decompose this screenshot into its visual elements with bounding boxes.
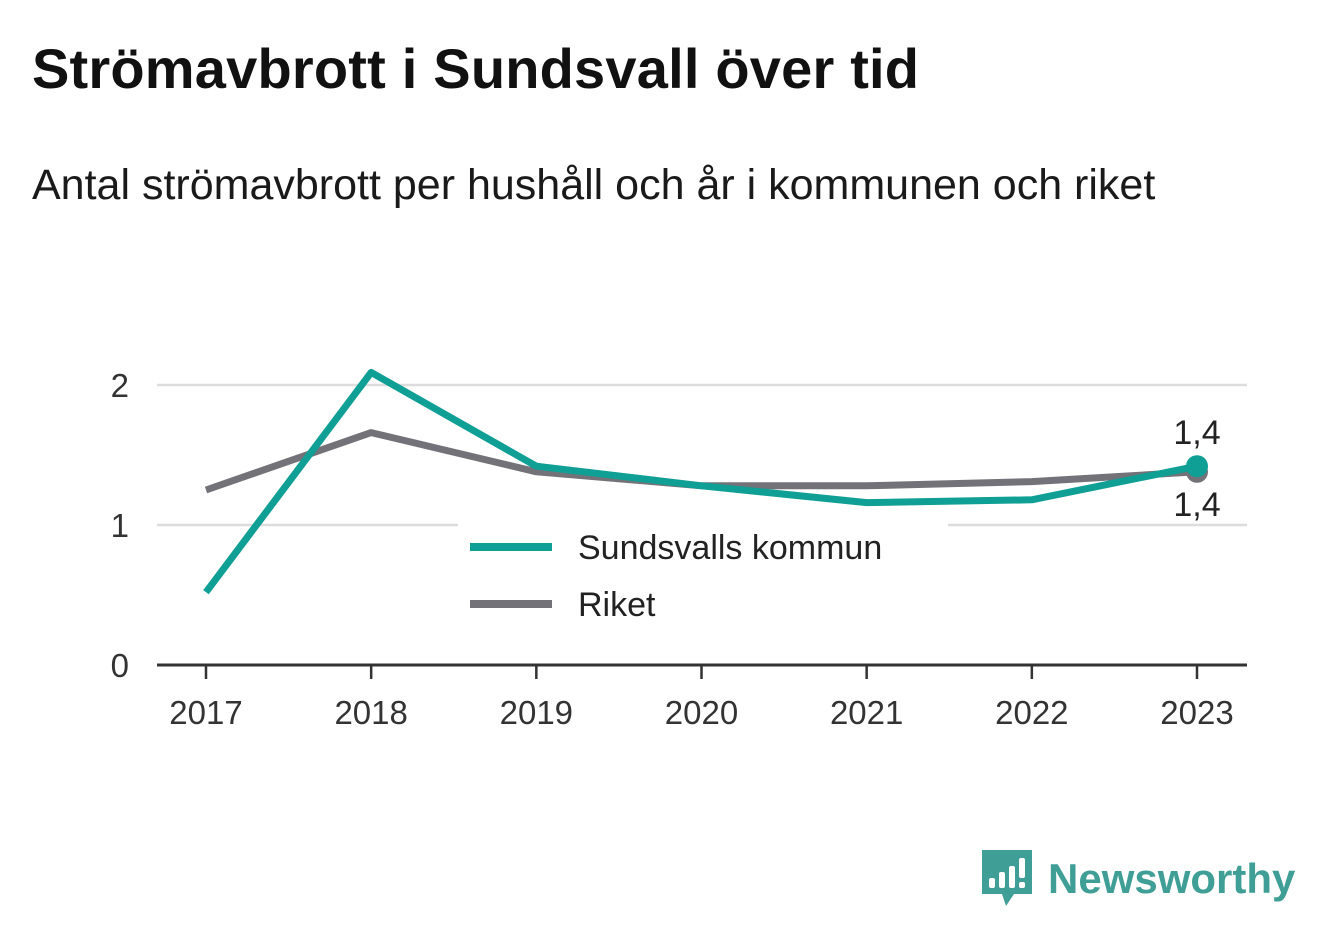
chart-subtitle: Antal strömavbrott per hushåll och år i … xyxy=(32,161,1156,209)
legend: Sundsvalls kommun Riket xyxy=(458,522,948,634)
chart-title: Strömavbrott i Sundsvall över tid xyxy=(32,37,920,100)
series-end-point xyxy=(1186,455,1208,478)
brand-name: Newsworthy xyxy=(1048,855,1296,902)
x-tick-label: 2020 xyxy=(665,694,738,731)
series-line xyxy=(204,429,1198,494)
series-line xyxy=(203,368,1198,595)
newsworthy-logo: Newsworthy xyxy=(980,848,1295,910)
newsworthy-logo-icon xyxy=(982,850,1032,906)
x-tick-label: 2019 xyxy=(500,694,573,731)
x-tick-label: 2023 xyxy=(1160,694,1233,731)
x-tick-label: 2021 xyxy=(830,694,903,731)
y-tick-label: 2 xyxy=(111,367,129,404)
y-tick-label: 1 xyxy=(111,507,129,544)
end-value-label: 1,4 xyxy=(1173,414,1220,452)
x-tick-label: 2018 xyxy=(334,694,407,731)
grid-lines xyxy=(157,383,1247,527)
x-axis: 0 1 2 2017 2018 2019 2020 2021 2022 2023 xyxy=(111,367,1247,731)
x-tick-label: 2022 xyxy=(995,694,1068,731)
legend-box xyxy=(458,522,948,634)
data-labels: 1,4 1,4 xyxy=(1173,414,1220,524)
end-value-label: 1,4 xyxy=(1173,486,1220,524)
legend-label: Sundsvalls kommun xyxy=(578,529,882,567)
legend-label: Riket xyxy=(578,586,656,624)
series-lines xyxy=(203,368,1208,595)
x-tick-label: 2017 xyxy=(169,694,242,731)
y-tick-label: 0 xyxy=(111,647,129,684)
